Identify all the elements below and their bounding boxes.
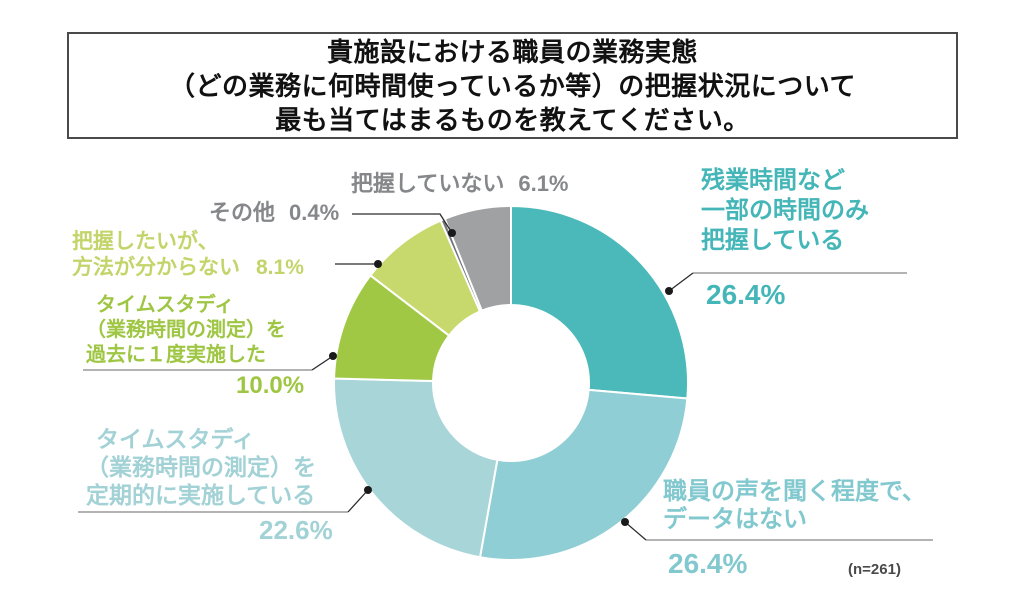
callout-zangyou-line1: 残業時間など [701, 167, 845, 194]
question-title-line2: （どの業務に何時間使っているか等）の把握状況について [169, 70, 856, 101]
leader-sonota [352, 213, 453, 234]
callout-kako-line1: タイムスタディ [96, 294, 235, 316]
leader-dots [329, 229, 673, 526]
callout-kako-line3: 過去に１度実施した [86, 344, 266, 366]
callout-shokuin-line2: データはない [663, 506, 807, 533]
callout-sonota-label: その他 [209, 200, 276, 225]
callout-teiki-line3: 定期的に実施している [86, 482, 316, 508]
sample-size-label: (n=261) [848, 561, 901, 578]
leader-teiki [347, 489, 369, 513]
donut-segment-6 [443, 204, 512, 312]
dot-kako [329, 352, 337, 360]
value-shokuin: 26.4% [668, 548, 748, 579]
leader-zangyou [668, 272, 694, 292]
donut-segment-1 [478, 388, 689, 561]
callout-underlines [78, 272, 933, 541]
donut-chart [333, 204, 689, 561]
dot-sonota [448, 229, 456, 237]
callout-teiki: タイムスタディ （業務時間の測定）を 定期的に実施している [86, 425, 316, 509]
callout-kako-line2: （業務時間の測定）を [86, 319, 286, 341]
callout-shokuin: 職員の声を聞く程度で、 データはない [663, 478, 926, 534]
callout-hoho-line2: 方法が分からない 8.1% [72, 255, 304, 281]
callout-hoho-label: 方法が分からない [72, 256, 240, 279]
value-sonota: 0.4% [289, 200, 340, 225]
value-hoho: 8.1% [256, 256, 304, 279]
leader-lines [311, 213, 694, 541]
callout-haaku-label: 把握していない [351, 171, 505, 196]
callout-shokuin-line1: 職員の声を聞く程度で、 [663, 478, 927, 505]
leader-kako [311, 355, 334, 371]
callout-haaku: 把握していない 6.1% [351, 172, 569, 196]
value-teiki: 22.6% [259, 515, 333, 545]
callout-zangyou-line2: 一部の時間のみ [701, 197, 869, 224]
callout-teiki-line2: （業務時間の測定）を [86, 454, 316, 480]
question-title-line1: 貴施設における職員の業務実態 [326, 36, 698, 67]
donut-segment-2 [333, 377, 499, 559]
dot-shokuin [621, 518, 629, 526]
donut-segment-0 [510, 204, 689, 400]
value-haaku: 6.1% [518, 171, 569, 196]
callout-teiki-line1: タイムスタディ [96, 426, 255, 452]
callout-hoho-line1: 把握したいが、 [72, 230, 219, 253]
leader-shokuin [624, 521, 647, 541]
question-title-box: 貴施設における職員の業務実態 （どの業務に何時間使っているか等）の把握状況につい… [67, 32, 958, 139]
callout-kako: タイムスタディ （業務時間の測定）を 過去に１度実施した [86, 293, 286, 368]
value-kako: 10.0% [236, 372, 305, 399]
value-zangyou: 26.4% [706, 279, 786, 310]
dot-teiki [364, 486, 372, 494]
callout-zangyou-line3: 把握している [701, 227, 845, 254]
question-title-line3: 最も当てはまるものを教えてください。 [275, 104, 750, 135]
callout-sonota: その他 0.4% [209, 201, 339, 225]
dot-zangyou [665, 287, 673, 295]
callout-zangyou: 残業時間など 一部の時間のみ 把握している [701, 166, 869, 256]
dot-hoho [374, 260, 382, 268]
callout-hoho: 把握したいが、 方法が分からない 8.1% [72, 229, 304, 281]
